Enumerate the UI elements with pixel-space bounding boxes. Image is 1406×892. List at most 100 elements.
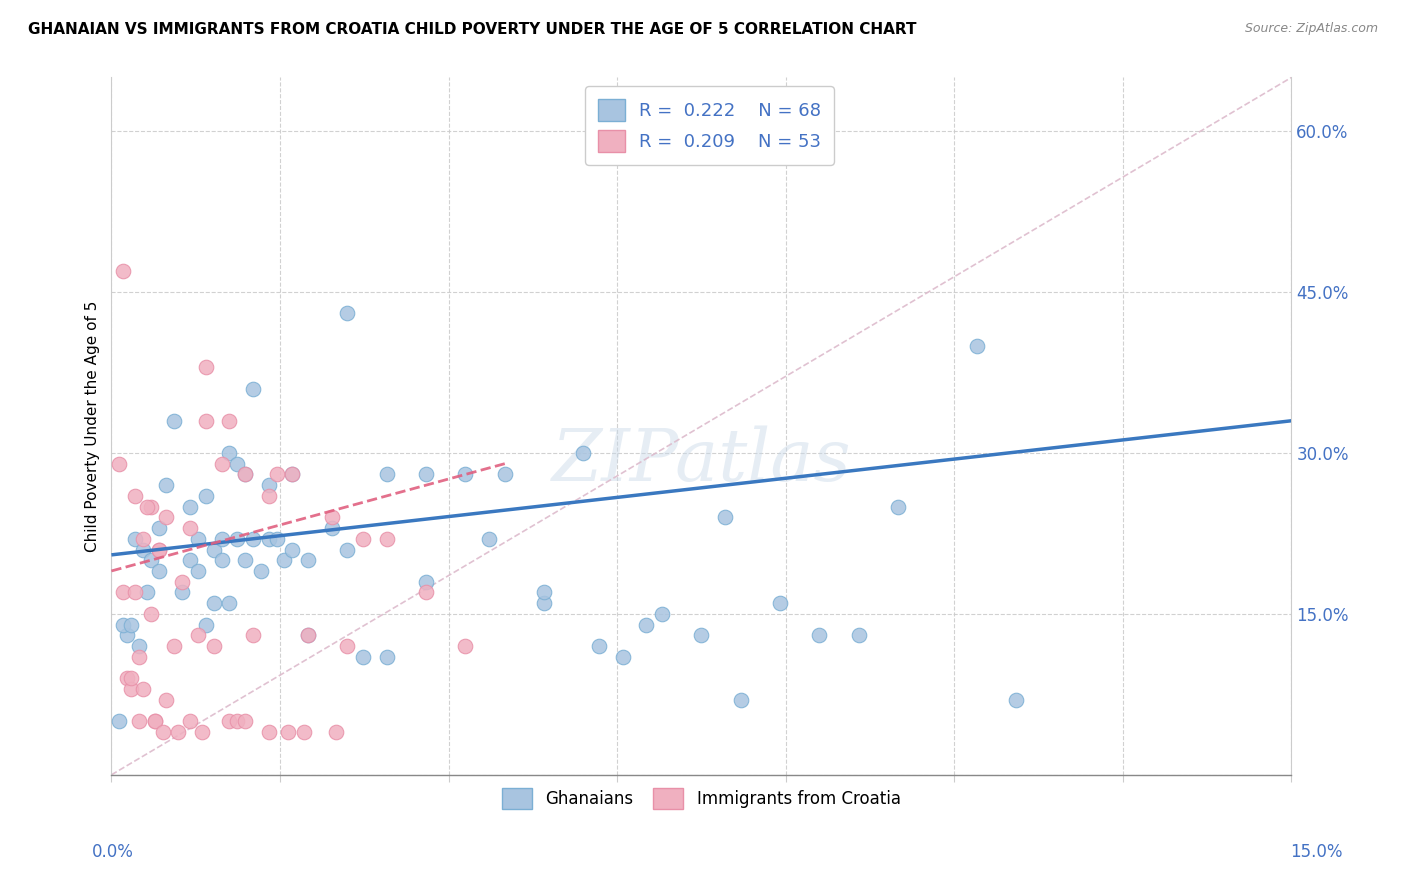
- Point: [211, 532, 233, 546]
- Text: ZIPatlas: ZIPatlas: [551, 425, 851, 496]
- Point: [266, 467, 288, 482]
- Point: [211, 457, 233, 471]
- Point: [415, 467, 437, 482]
- Point: [191, 725, 214, 739]
- Point: [139, 500, 162, 514]
- Point: [321, 510, 343, 524]
- Point: [651, 607, 673, 621]
- Point: [242, 532, 264, 546]
- Point: [273, 553, 295, 567]
- Point: [187, 628, 209, 642]
- Point: [277, 725, 299, 739]
- Point: [218, 446, 240, 460]
- Text: GHANAIAN VS IMMIGRANTS FROM CROATIA CHILD POVERTY UNDER THE AGE OF 5 CORRELATION: GHANAIAN VS IMMIGRANTS FROM CROATIA CHIL…: [28, 22, 917, 37]
- Point: [155, 510, 177, 524]
- Point: [281, 467, 304, 482]
- Point: [257, 478, 280, 492]
- Point: [375, 649, 398, 664]
- Point: [128, 639, 150, 653]
- Point: [112, 585, 135, 599]
- Point: [336, 639, 359, 653]
- Point: [612, 649, 634, 664]
- Point: [336, 542, 359, 557]
- Text: Source: ZipAtlas.com: Source: ZipAtlas.com: [1244, 22, 1378, 36]
- Point: [352, 532, 374, 546]
- Point: [132, 532, 155, 546]
- Point: [179, 500, 201, 514]
- Point: [112, 263, 135, 277]
- Point: [352, 649, 374, 664]
- Point: [808, 628, 831, 642]
- Point: [172, 574, 194, 589]
- Point: [226, 714, 249, 728]
- Point: [132, 542, 155, 557]
- Point: [187, 532, 209, 546]
- Point: [179, 553, 201, 567]
- Point: [187, 564, 209, 578]
- Point: [714, 510, 737, 524]
- Point: [233, 714, 256, 728]
- Text: 15.0%: 15.0%: [1291, 843, 1343, 861]
- Point: [202, 639, 225, 653]
- Point: [1005, 692, 1028, 706]
- Point: [325, 725, 347, 739]
- Point: [202, 596, 225, 610]
- Text: 0.0%: 0.0%: [91, 843, 134, 861]
- Point: [226, 457, 249, 471]
- Point: [132, 681, 155, 696]
- Point: [375, 467, 398, 482]
- Point: [494, 467, 516, 482]
- Point: [148, 542, 170, 557]
- Point: [135, 585, 157, 599]
- Point: [242, 628, 264, 642]
- Point: [572, 446, 595, 460]
- Point: [266, 532, 288, 546]
- Point: [202, 542, 225, 557]
- Point: [281, 542, 304, 557]
- Point: [321, 521, 343, 535]
- Point: [128, 649, 150, 664]
- Point: [636, 617, 658, 632]
- Point: [194, 360, 217, 375]
- Point: [115, 628, 138, 642]
- Point: [297, 553, 319, 567]
- Point: [730, 692, 752, 706]
- Point: [533, 596, 555, 610]
- Point: [297, 628, 319, 642]
- Point: [257, 489, 280, 503]
- Point: [108, 714, 131, 728]
- Point: [415, 574, 437, 589]
- Point: [242, 382, 264, 396]
- Point: [218, 596, 240, 610]
- Point: [115, 671, 138, 685]
- Point: [848, 628, 870, 642]
- Point: [226, 532, 249, 546]
- Point: [139, 553, 162, 567]
- Point: [148, 564, 170, 578]
- Point: [172, 585, 194, 599]
- Point: [375, 532, 398, 546]
- Point: [478, 532, 501, 546]
- Point: [155, 692, 177, 706]
- Point: [233, 467, 256, 482]
- Point: [139, 607, 162, 621]
- Point: [297, 628, 319, 642]
- Point: [148, 521, 170, 535]
- Point: [250, 564, 273, 578]
- Point: [887, 500, 910, 514]
- Point: [143, 714, 166, 728]
- Point: [135, 500, 157, 514]
- Point: [211, 553, 233, 567]
- Point: [124, 585, 146, 599]
- Point: [163, 414, 186, 428]
- Point: [152, 725, 174, 739]
- Point: [120, 617, 142, 632]
- Point: [120, 681, 142, 696]
- Point: [281, 467, 304, 482]
- Point: [218, 414, 240, 428]
- Point: [257, 725, 280, 739]
- Point: [690, 628, 713, 642]
- Point: [148, 542, 170, 557]
- Point: [454, 639, 477, 653]
- Point: [155, 478, 177, 492]
